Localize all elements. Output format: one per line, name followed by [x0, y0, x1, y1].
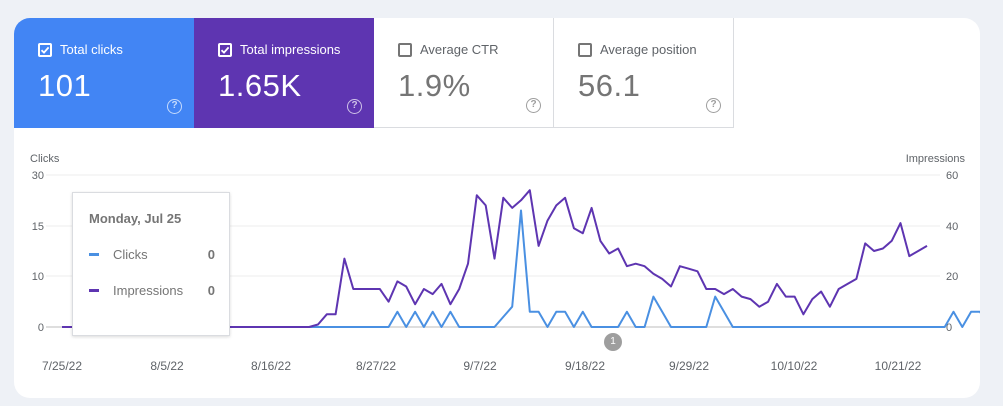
tooltip-row-clicks: Clicks 0 [89, 247, 215, 262]
right-tick-label: 0 [946, 322, 952, 334]
metric-label: Average position [600, 42, 697, 57]
metric-label: Total impressions [240, 42, 341, 57]
right-tick-label: 60 [946, 170, 958, 182]
left-tick-label: 30 [32, 170, 44, 182]
x-tick-label: 10/10/22 [771, 359, 818, 373]
legend-swatch-clicks [89, 253, 99, 256]
metric-value: 101 [38, 68, 92, 103]
tooltip-label: Impressions [113, 283, 184, 298]
checkbox-unchecked-icon[interactable] [398, 42, 412, 57]
legend-swatch-impressions [89, 289, 99, 292]
metric-average-ctr[interactable]: Average CTR 1.9% ? [374, 18, 554, 128]
tooltip-value: 0 [207, 247, 215, 262]
tooltip-label: Clicks [113, 247, 148, 262]
x-tick-label: 7/25/22 [42, 359, 82, 373]
right-tick-label: 20 [946, 271, 958, 283]
checkbox-unchecked-icon[interactable] [578, 42, 592, 57]
tooltip-date: Monday, Jul 25 [89, 211, 182, 226]
help-icon[interactable]: ? [347, 99, 362, 114]
right-axis-label: Impressions [906, 153, 966, 165]
help-icon[interactable]: ? [526, 98, 541, 113]
left-tick-label: 10 [32, 271, 44, 283]
metric-value: 1.9% [398, 68, 471, 103]
left-tick-label: 15 [32, 221, 44, 233]
x-tick-label: 10/21/22 [875, 359, 922, 373]
metric-cards: Total clicks 101 ? Total impressions 1.6… [14, 18, 734, 128]
metric-average-position[interactable]: Average position 56.1 ? [554, 18, 734, 128]
metric-label: Average CTR [420, 42, 499, 57]
performance-card: 30 60 15 40 10 20 0 0 Clicks Impressions 7/25/22 8/… [14, 18, 980, 398]
x-tick-label: 9/18/22 [565, 359, 605, 373]
metric-total-clicks[interactable]: Total clicks 101 ? [14, 18, 194, 128]
right-tick-label: 40 [946, 221, 958, 233]
help-icon[interactable]: ? [706, 98, 721, 113]
tooltip-value: 0 [207, 283, 215, 298]
checkbox-checked-icon[interactable] [38, 42, 52, 57]
chart-tooltip: Monday, Jul 25 Clicks 0 Impressions 0 [72, 192, 230, 336]
tooltip-row-impressions: Impressions 0 [89, 283, 215, 298]
x-tick-label: 8/16/22 [251, 359, 291, 373]
x-tick-label: 9/7/22 [463, 359, 497, 373]
left-axis-label: Clicks [30, 153, 60, 165]
x-tick-label: 8/5/22 [150, 359, 184, 373]
metric-total-impressions[interactable]: Total impressions 1.65K ? [194, 18, 374, 128]
left-tick-label: 0 [38, 322, 44, 334]
checkbox-checked-icon[interactable] [218, 42, 232, 57]
metric-value: 56.1 [578, 68, 641, 103]
metric-label: Total clicks [60, 42, 123, 57]
annotation-marker[interactable]: 1 [604, 333, 622, 351]
metric-value: 1.65K [218, 68, 302, 103]
help-icon[interactable]: ? [167, 99, 182, 114]
x-tick-label: 9/29/22 [669, 359, 709, 373]
x-tick-label: 8/27/22 [356, 359, 396, 373]
